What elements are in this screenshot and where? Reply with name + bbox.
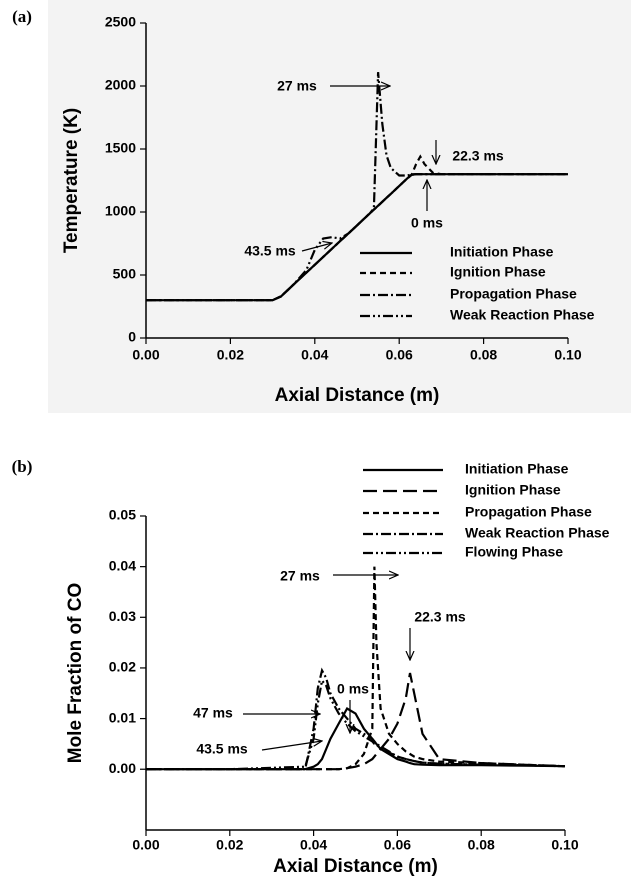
x-tick-label: 0.00 [132, 837, 159, 853]
x-tick-label: 0.08 [470, 347, 497, 363]
legend-label: Ignition Phase [450, 264, 546, 280]
annotation: 0 ms [337, 681, 369, 697]
legend-label: Initiation Phase [450, 244, 554, 260]
y-tick-label: 0 [128, 329, 136, 345]
legend-label: Propagation Phase [450, 286, 577, 302]
legend-label: Flowing Phase [465, 544, 563, 560]
y-tick-label: 1000 [105, 203, 136, 219]
y-tick-label: 1500 [105, 140, 136, 156]
series-line [146, 566, 566, 771]
annotation: 0 ms [411, 215, 443, 231]
series-line [146, 678, 566, 771]
x-tick-label: 0.10 [554, 347, 581, 363]
annotation: 27 ms [280, 568, 320, 584]
x-axis-label: Axial Distance (m) [273, 856, 438, 877]
annotation-arrow [261, 741, 322, 751]
y-tick-label: 500 [113, 266, 137, 282]
x-tick-label: 0.02 [216, 837, 243, 853]
x-tick-label: 0.06 [386, 347, 413, 363]
annotation-arrow [301, 243, 332, 252]
legend-label: Weak Reaction Phase [465, 525, 610, 541]
annotation: 43.5 ms [196, 741, 248, 757]
legend-label: Ignition Phase [465, 482, 561, 498]
y-tick-label: 2000 [105, 77, 136, 93]
y-tick-label: 0.01 [109, 709, 136, 725]
annotation: 47 ms [193, 705, 233, 721]
x-tick-label: 0.00 [132, 347, 159, 363]
y-tick-label: 0.02 [109, 659, 136, 675]
y-axis-label: Temperature (K) [61, 108, 82, 253]
x-axis-label: Axial Distance (m) [275, 385, 440, 406]
annotation: 43.5 ms [244, 243, 296, 259]
x-tick-label: 0.02 [217, 347, 244, 363]
annotation: 27 ms [277, 78, 317, 94]
x-tick-label: 0.08 [468, 837, 495, 853]
panel-background [48, 0, 631, 413]
annotation: 22.3 ms [414, 609, 466, 625]
y-tick-label: 0.00 [109, 760, 136, 776]
annotation: 22.3 ms [452, 148, 504, 164]
panel-label: (a) [12, 7, 32, 26]
x-tick-label: 0.04 [300, 837, 327, 853]
panel-label: (b) [12, 457, 33, 476]
legend-label: Weak Reaction Phase [450, 307, 595, 323]
y-tick-label: 0.04 [109, 557, 136, 573]
x-tick-label: 0.10 [551, 837, 578, 853]
legend-label: Propagation Phase [465, 504, 592, 520]
x-tick-label: 0.04 [301, 347, 328, 363]
legend-label: Initiation Phase [465, 461, 569, 477]
y-tick-label: 2500 [105, 14, 136, 30]
y-tick-label: 0.03 [109, 608, 136, 624]
x-tick-label: 0.06 [384, 837, 411, 853]
y-tick-label: 0.05 [109, 507, 136, 523]
series-line [146, 72, 568, 302]
y-axis-label: Mole Fraction of CO [65, 583, 86, 764]
